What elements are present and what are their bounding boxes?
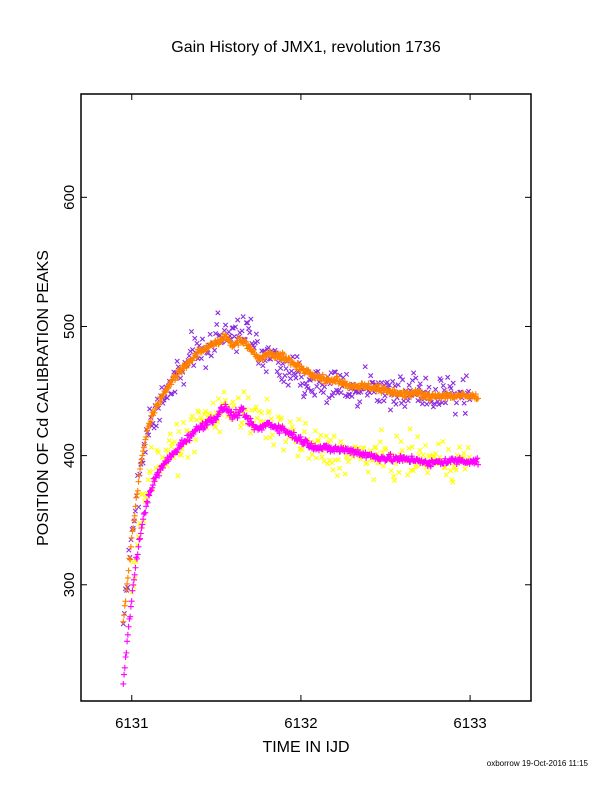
data-point	[165, 455, 166, 456]
data-point	[148, 494, 149, 495]
data-point	[157, 403, 158, 404]
data-point	[283, 365, 284, 366]
y-tick-label: 400	[61, 443, 78, 468]
y-tick-label: 600	[61, 185, 78, 210]
data-point	[419, 393, 420, 394]
series-2-points	[129, 389, 472, 595]
data-point	[478, 397, 479, 398]
data-point	[266, 423, 267, 424]
series-2	[129, 389, 472, 595]
data-point	[148, 474, 149, 475]
data-point	[317, 447, 318, 448]
data-point	[148, 423, 149, 424]
data-point	[334, 387, 335, 388]
data-point	[453, 460, 454, 461]
data-point	[199, 427, 200, 428]
x-tick-label: 6132	[284, 715, 317, 732]
data-point	[258, 429, 259, 430]
y-axis-label: POSITION OF Cd CALIBRATION PEAKS	[35, 250, 52, 546]
data-point	[233, 416, 234, 417]
data-point	[334, 380, 335, 381]
data-point	[300, 440, 301, 441]
data-point	[436, 394, 437, 395]
data-point	[165, 390, 166, 391]
data-point	[224, 336, 225, 337]
data-point	[199, 352, 200, 353]
data-point	[182, 442, 183, 443]
data-point	[469, 390, 470, 391]
data-point	[283, 429, 284, 430]
data-point	[317, 378, 318, 379]
series-1	[120, 331, 482, 625]
data-point	[300, 375, 301, 376]
data-point	[224, 406, 225, 407]
x-tick-label: 6133	[453, 715, 486, 732]
chart-title: Gain History of JMX1, revolution 1736	[171, 39, 441, 56]
data-point	[250, 336, 251, 337]
x-tick-label: 6131	[115, 715, 148, 732]
data-point	[385, 458, 386, 459]
data-point	[402, 459, 403, 460]
data-point	[300, 367, 301, 368]
data-point	[453, 396, 454, 397]
data-point	[136, 556, 137, 557]
plot-frame	[80, 93, 532, 702]
data-point	[233, 345, 234, 346]
y-tick-label: 300	[61, 572, 78, 597]
series-3	[120, 401, 482, 687]
data-point	[233, 339, 234, 340]
data-point	[141, 526, 142, 527]
data-point	[419, 459, 420, 460]
data-point	[427, 464, 428, 465]
data-point	[140, 465, 141, 466]
data-point	[427, 397, 428, 398]
data-point	[131, 597, 132, 598]
data-point	[241, 410, 242, 411]
series-3-points	[120, 401, 482, 687]
data-point	[266, 352, 267, 353]
series-layer	[120, 310, 482, 687]
axes-layer: 6131 6132 6133 300 400 500 600	[61, 94, 531, 732]
data-point	[258, 359, 259, 360]
series-0-points	[120, 310, 473, 627]
data-point	[351, 385, 352, 386]
y-tick-label: 500	[61, 314, 78, 339]
data-point	[478, 461, 479, 462]
data-point	[368, 385, 369, 386]
data-point	[317, 384, 318, 385]
footer-credit: oxborrow 19-Oct-2016 11:15	[487, 759, 589, 768]
data-point	[123, 620, 124, 621]
data-point	[250, 423, 251, 424]
data-point	[216, 341, 217, 342]
data-point	[157, 474, 158, 475]
data-point	[351, 450, 352, 451]
data-point	[233, 403, 234, 404]
data-point	[469, 460, 470, 461]
data-point	[216, 416, 217, 417]
data-point	[173, 378, 174, 379]
data-point	[182, 367, 183, 368]
data-point	[283, 357, 284, 358]
data-point	[436, 461, 437, 462]
data-point	[173, 452, 174, 453]
data-point	[334, 449, 335, 450]
data-point	[241, 339, 242, 340]
data-point	[140, 520, 141, 521]
data-point	[250, 347, 251, 348]
series-0	[120, 310, 473, 627]
data-point	[131, 539, 132, 540]
series-1-points	[120, 331, 482, 625]
data-point	[258, 349, 259, 350]
data-point	[123, 681, 124, 682]
data-point	[385, 390, 386, 391]
x-axis-label: TIME IN IJD	[262, 739, 349, 756]
data-point	[469, 396, 470, 397]
data-point	[402, 393, 403, 394]
data-point	[368, 455, 369, 456]
data-point	[165, 461, 166, 462]
